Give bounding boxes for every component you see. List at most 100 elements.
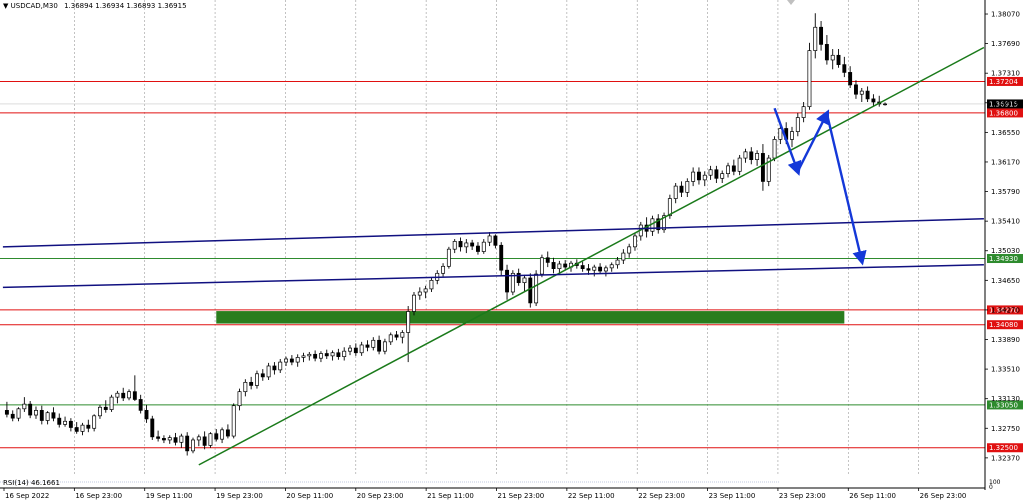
price-tick-label: 1.35410 [991,218,1020,226]
candle-body [307,353,312,357]
candle-body [836,54,841,65]
candle-body [778,128,783,140]
time-tick-label: 16 Sep 23:00 [75,492,122,500]
price-tick-label: 1.33510 [991,366,1020,374]
level-label: 1.36800 [989,109,1018,117]
candle-body [662,215,667,231]
candle-body [795,117,800,132]
candle-body [109,396,114,410]
candle-body [499,244,504,271]
forecast-arrow [825,113,867,266]
candle-body [720,173,725,179]
demand-zone [216,311,845,324]
candle-body [10,413,15,419]
channel-lower-line [2,264,984,289]
current-price-label: 1.36915 [989,100,1018,108]
price-tick-label: 1.34650 [991,277,1020,285]
candle-body [528,277,533,304]
candle-body [144,410,149,420]
level-tag [987,254,1023,264]
candle-body [772,139,777,159]
level-label: 1.34270 [989,306,1018,314]
candle-body [481,241,486,252]
price-tick-label: 1.36550 [991,129,1020,137]
candle-body [80,424,85,432]
candle-body [92,415,97,429]
collapse-triangle-icon[interactable]: ▼ [3,2,9,10]
candle-body [249,381,254,386]
candle-body [539,257,544,275]
candle-body [691,171,696,182]
candle-body [243,381,248,393]
candle-body [854,84,858,95]
candle-body [260,373,265,378]
candle-body [586,268,591,271]
candle-body [86,424,91,429]
candle-body [580,265,585,269]
price-tick-label: 1.33890 [991,336,1020,344]
price-tick-label: 1.33130 [991,395,1020,403]
candle-body [34,410,38,416]
level-tag [987,443,1023,453]
time-tick-label: 23 Sep 23:00 [779,492,826,500]
candle-body [516,272,521,284]
level-label: 1.32500 [989,444,1018,452]
candle-body [545,257,550,263]
time-tick-label: 22 Sep 23:00 [638,492,685,500]
time-tick-label: 20 Sep 11:00 [286,492,333,500]
candle-body [679,185,684,193]
candle-body [214,433,219,440]
level-tag [987,320,1023,330]
channel-upper-line [2,218,984,248]
candle-body [621,252,626,261]
candle-body [464,242,469,248]
candle-body [476,245,480,252]
candle-body [702,174,707,181]
symbol-label: USDCAD,M30 [10,2,58,10]
candle-body [191,439,195,452]
candle-body [28,403,33,416]
candle-body [830,54,835,61]
candle-body [871,98,876,103]
candle-body [883,103,887,106]
candle-body [633,235,637,248]
level-label: 1.33050 [989,401,1018,409]
candle-body [714,169,719,179]
price-tick-label: 1.37690 [991,40,1020,48]
candle-body [592,266,597,271]
candle-body [74,427,79,432]
price-tick-label: 1.38070 [991,11,1020,19]
candle-body [266,365,271,378]
candle-body [452,241,457,250]
time-tick-label: 23 Sep 11:00 [709,492,756,500]
candle-body [726,165,730,174]
level-label: 1.34930 [989,255,1018,263]
candle-body [510,272,515,293]
candle-body [603,267,608,272]
level-tag [987,305,1023,315]
candle-body [284,358,288,363]
time-tick-label: 22 Sep 11:00 [568,492,615,500]
candle-body [132,391,137,400]
candle-body [98,406,102,417]
candle-body [336,352,341,357]
candle-body [406,311,411,333]
candle-body [272,365,277,371]
candle-body [161,438,166,441]
candle-body [150,418,155,438]
price-tick-label: 1.32370 [991,454,1020,462]
candle-body [551,262,556,269]
scroll-marker-icon [787,0,795,5]
candle-body [615,259,620,266]
uptrend-line [198,46,985,466]
rsi-axis-top: 100 [989,479,1001,486]
candle-body [470,242,475,247]
candle-body [51,412,56,419]
level-tag [987,400,1023,410]
candle-body [446,248,451,267]
candle-body [505,269,509,293]
candle-body [865,90,870,100]
candle-body [493,235,498,246]
